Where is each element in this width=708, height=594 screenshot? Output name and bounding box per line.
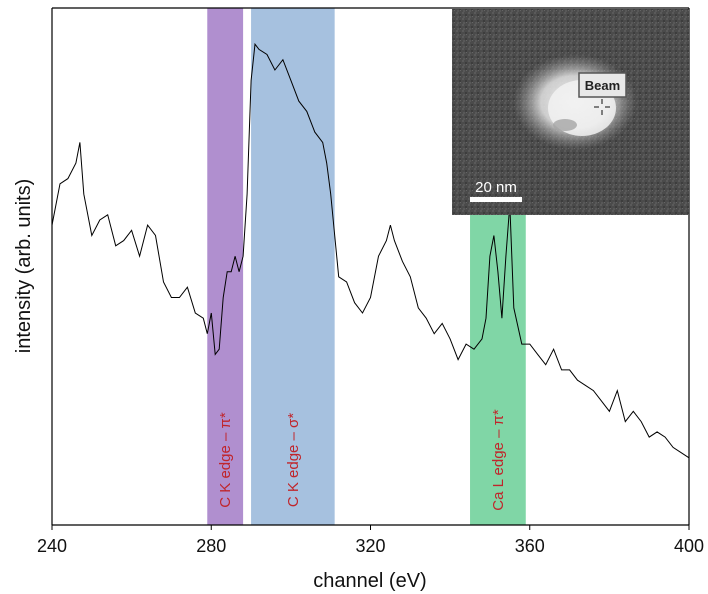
- x-tick-label: 320: [355, 536, 385, 556]
- x-tick-label: 400: [674, 536, 704, 556]
- x-tick-label: 240: [37, 536, 67, 556]
- spectrum-line: [51, 42, 690, 459]
- beam-crosshair-icon: [594, 99, 610, 115]
- spectrum-series: [51, 42, 690, 459]
- inset-image: Beam 20 nm: [452, 9, 689, 215]
- edge-band: [470, 215, 526, 525]
- x-axis-title: channel (eV): [313, 570, 426, 592]
- edge-band: [251, 8, 335, 525]
- band-label: C K edge – σ*: [285, 413, 302, 507]
- scale-bar: [470, 197, 522, 202]
- x-tick-label: 360: [515, 536, 545, 556]
- x-ticks: 240 280 320 360 400: [37, 525, 704, 556]
- beam-tag-box: [578, 72, 627, 98]
- y-axis-title: intensity (arb. units): [13, 179, 35, 354]
- band-label: C K edge – π*: [217, 412, 234, 508]
- x-tick-label: 280: [196, 536, 226, 556]
- beam-tag-text: Beam: [585, 78, 620, 93]
- edge-band: [207, 8, 244, 525]
- particle-dark-spot: [553, 119, 577, 131]
- band-label: Ca L edge – π*: [490, 409, 507, 511]
- scale-bar-label: 20 nm: [475, 179, 517, 196]
- edge-bands: C K edge – π* C K edge – σ* Ca L edge – π*: [207, 8, 526, 525]
